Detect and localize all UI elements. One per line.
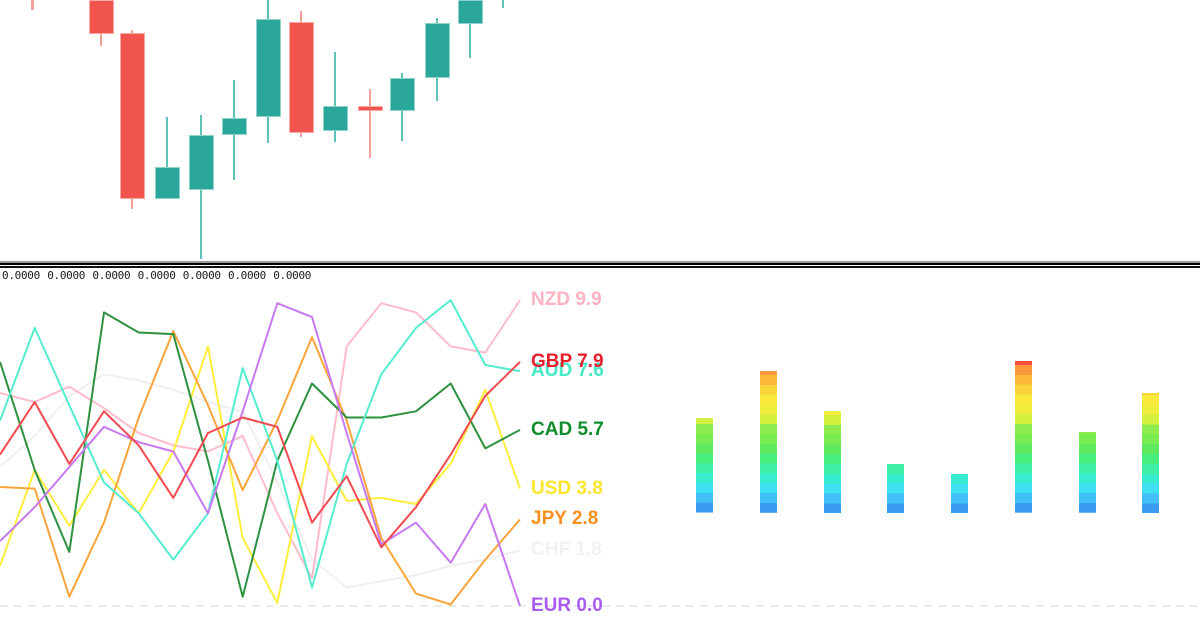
quote-value: 0.0000 (92, 269, 131, 282)
strength-bar-aud (759, 371, 777, 513)
bullish-candle-body (188, 135, 214, 190)
strength-label-aud: AUD 7.6 (531, 360, 604, 382)
bearish-candle-body (119, 33, 145, 199)
bullish-candle-body (457, 0, 483, 24)
strength-bar-cad (1078, 432, 1096, 513)
strength-bar-usd (1141, 392, 1159, 513)
quote-value: 0.0000 (2, 269, 40, 282)
quote-value: 0.0000 (273, 269, 312, 282)
strength-line-nzd (0, 299, 521, 580)
bullish-candle-body (389, 78, 415, 111)
bullish-candle-body (322, 106, 348, 131)
strength-line-aud (0, 299, 521, 589)
bullish-candle-body (424, 23, 450, 78)
strength-label-gbp: GBP 7.9 (531, 350, 604, 372)
quote-value: 0.0000 (137, 269, 176, 282)
quote-value: 0.0000 (182, 269, 221, 282)
strength-bar-gbp (1014, 361, 1032, 513)
candle-wick (502, 0, 504, 8)
strength-lines-svg (0, 299, 1200, 607)
strength-line-gbp (0, 361, 521, 549)
strength-line-usd (0, 345, 521, 604)
quote-values-row: 0.0000 0.0000 0.0000 0.0000 0.0000 0.0000 0.00… (0, 269, 1200, 285)
strength-label-jpy: JPY 2.8 (531, 508, 599, 530)
pane-splitter[interactable] (0, 261, 1200, 268)
strength-label-nzd: NZD 9.9 (531, 289, 602, 311)
candlestick-chart-pane[interactable] (0, 0, 1200, 261)
quote-value: 0.0000 (228, 269, 266, 282)
strength-label-chf: CHF 1.8 (531, 539, 602, 561)
strength-line-cad (0, 311, 521, 598)
quote-value: 0.0000 (47, 269, 86, 282)
strength-bar-chf (886, 463, 904, 513)
bullish-candle-body (221, 118, 247, 135)
currency-strength-line-chart[interactable]: CHF 1.8 NZD 9.9 USD 3.8 JPY 2.8 CAD 5.7 AUD 7… (0, 285, 1200, 630)
strength-label-usd: USD 3.8 (531, 477, 603, 499)
strength-line-eur (0, 302, 521, 607)
bearish-candle-body (88, 0, 114, 34)
candle-wick (369, 89, 371, 158)
candle-wick (469, 0, 471, 58)
strength-label-cad: CAD 5.7 (531, 418, 604, 440)
strength-label-eur: EUR 0.0 (531, 595, 603, 616)
bullish-candle-body (255, 19, 281, 117)
strength-line-jpy (0, 330, 521, 606)
candle-wick (30, 0, 34, 10)
bearish-candle-body (288, 22, 314, 133)
strength-bar-eur (950, 473, 968, 513)
bearish-candle-body (357, 106, 383, 111)
strength-bar-nzd (695, 418, 713, 513)
strength-bar-jpy (823, 410, 841, 513)
candle-wick (166, 117, 168, 199)
bullish-candle-body (154, 167, 180, 199)
currency-strength-bar-chart[interactable]: 4.8NZD7.2AUD5.2JPY2.5CHF2.0EUR7.7GBP4.1C… (640, 285, 1200, 630)
candle-wick (334, 52, 336, 142)
strength-line-chf (0, 373, 521, 589)
